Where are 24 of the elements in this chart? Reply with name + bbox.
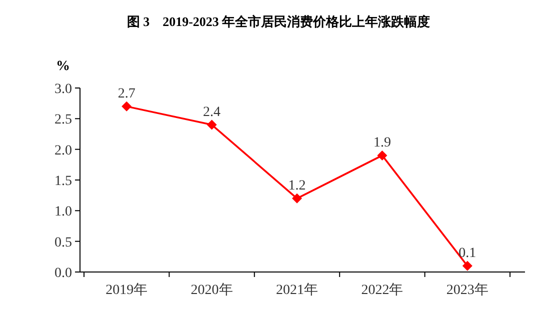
data-label: 1.9 [373,135,391,150]
x-tick-label: 2021年 [276,282,318,298]
x-tick-label: 2020年 [190,282,233,298]
y-tick-label: 0.0 [54,266,72,281]
point [122,101,132,112]
y-tick-label: 0.5 [54,235,72,250]
chart-title: 图 3 2019-2023 年全市居民消费价格比上年涨跌幅度 [126,14,430,29]
data-label: 0.1 [458,246,476,261]
point [377,150,388,160]
y-tick-label: 1.5 [54,174,72,189]
point [206,120,217,130]
x-tick-label: 2019年 [106,282,148,298]
point [462,260,472,271]
x-tick-label: 2023年 [446,282,488,298]
y-tick-label: 1.0 [54,204,72,220]
y-tick-label: 3.0 [54,82,72,97]
data-label: 1.2 [288,178,306,194]
data-label: 2.7 [118,86,136,102]
data-label: 2.4 [203,104,221,120]
point [292,193,302,204]
y-tick-label: 2.5 [54,112,72,128]
y-axis-title: % [56,59,70,74]
x-tick-label: 2022年 [361,282,404,298]
y-tick-label: 2.0 [54,143,72,158]
